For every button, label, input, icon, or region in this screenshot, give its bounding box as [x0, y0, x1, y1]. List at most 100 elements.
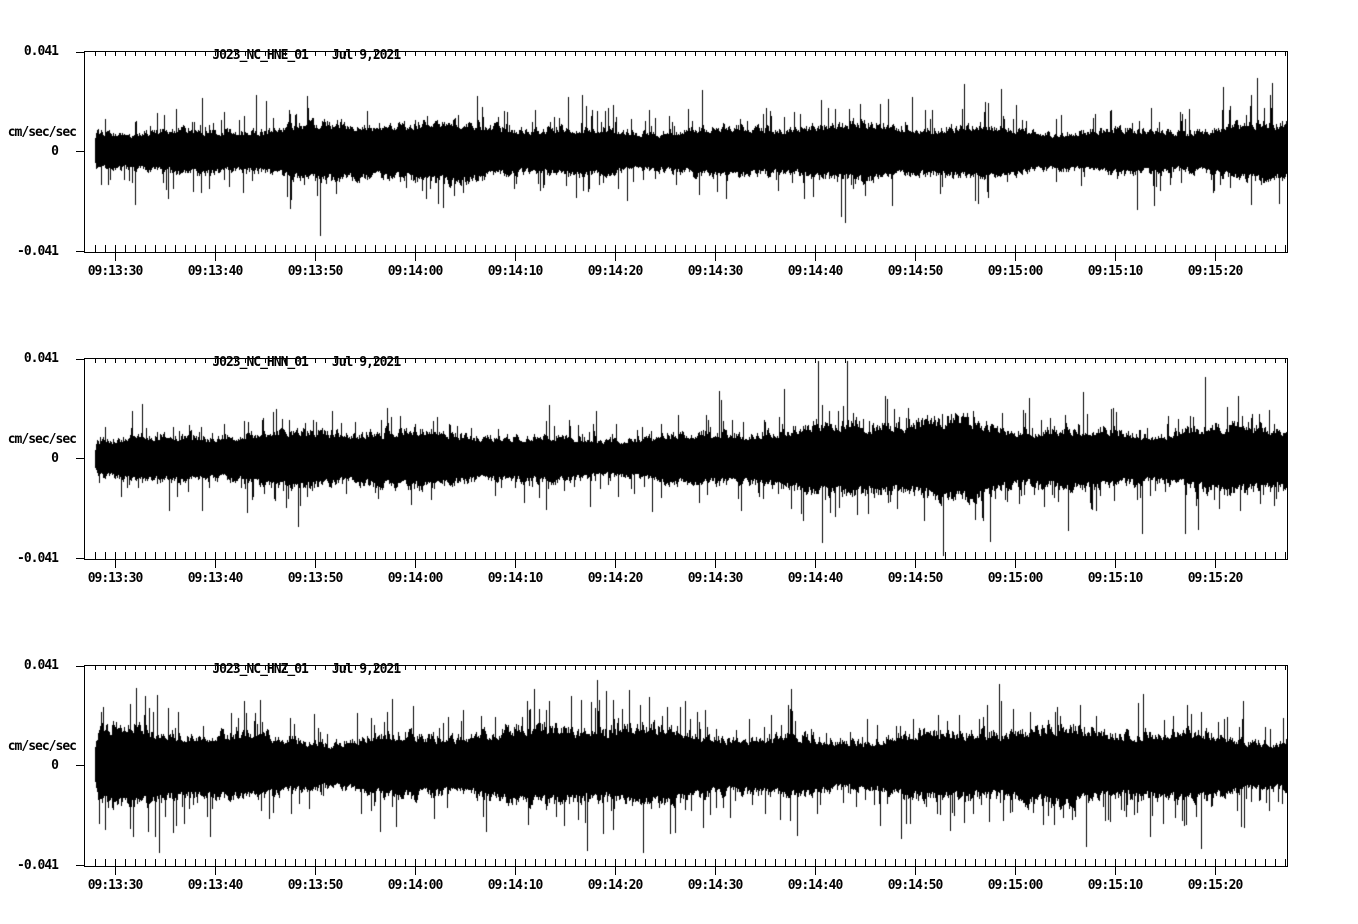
minor-tick-bottom	[925, 245, 926, 252]
minor-tick-top	[385, 359, 386, 363]
major-tick	[615, 866, 616, 875]
minor-tick-top	[895, 666, 896, 670]
minor-tick-bottom	[205, 552, 206, 559]
minor-tick-top	[235, 52, 236, 56]
minor-tick-bottom	[795, 552, 796, 559]
minor-tick-top	[575, 359, 576, 363]
minor-tick-bottom	[715, 245, 716, 252]
minor-tick-bottom	[885, 245, 886, 252]
minor-tick-top	[815, 52, 816, 56]
minor-tick-bottom	[775, 245, 776, 252]
minor-tick-bottom	[565, 859, 566, 866]
minor-tick-top	[715, 52, 716, 56]
x-tick-label: 09:15:10	[1087, 878, 1144, 893]
major-tick	[215, 252, 216, 261]
minor-tick-bottom	[915, 552, 916, 559]
minor-tick-top	[1125, 359, 1126, 363]
minor-tick-bottom	[95, 245, 96, 252]
x-tick-label: 09:13:50	[287, 264, 344, 279]
x-tick-label: 09:14:10	[487, 571, 544, 586]
minor-tick-bottom	[315, 859, 316, 866]
minor-tick-bottom	[585, 245, 586, 252]
minor-tick-top	[385, 52, 386, 56]
major-tick	[215, 559, 216, 568]
minor-tick-bottom	[155, 245, 156, 252]
minor-tick-bottom	[1175, 552, 1176, 559]
minor-tick-bottom	[585, 859, 586, 866]
minor-tick-top	[155, 52, 156, 56]
minor-tick-bottom	[785, 245, 786, 252]
minor-tick-top	[185, 666, 186, 670]
minor-tick-bottom	[175, 859, 176, 866]
minor-tick-top	[835, 666, 836, 670]
waveform-trace-hnn	[85, 359, 1287, 559]
major-tick	[515, 252, 516, 261]
minor-tick-top	[725, 52, 726, 56]
minor-tick-top	[1225, 359, 1226, 363]
minor-tick-top	[265, 52, 266, 56]
minor-tick-top	[115, 52, 116, 56]
minor-tick-top	[1095, 52, 1096, 56]
minor-tick-top	[1015, 52, 1016, 56]
minor-tick-top	[625, 52, 626, 56]
minor-tick-bottom	[1205, 859, 1206, 866]
minor-tick-top	[1245, 52, 1246, 56]
minor-tick-bottom	[665, 552, 666, 559]
minor-tick-bottom	[125, 552, 126, 559]
minor-tick-top	[755, 52, 756, 56]
minor-tick-top	[1185, 52, 1186, 56]
minor-tick-bottom	[785, 859, 786, 866]
minor-tick-top	[1035, 52, 1036, 56]
minor-tick-top	[165, 359, 166, 363]
minor-tick-bottom	[595, 859, 596, 866]
minor-tick-bottom	[145, 245, 146, 252]
minor-tick-top	[685, 52, 686, 56]
minor-tick-bottom	[1235, 859, 1236, 866]
y-tick	[76, 151, 84, 152]
minor-tick-top	[615, 359, 616, 363]
minor-tick-top	[215, 52, 216, 56]
minor-tick-top	[1075, 52, 1076, 56]
minor-tick-bottom	[825, 859, 826, 866]
minor-tick-bottom	[485, 859, 486, 866]
minor-tick-top	[1275, 52, 1276, 56]
minor-tick-top	[975, 359, 976, 363]
minor-tick-top	[715, 666, 716, 670]
minor-tick-top	[355, 52, 356, 56]
minor-tick-bottom	[895, 552, 896, 559]
minor-tick-top	[745, 666, 746, 670]
major-tick	[315, 252, 316, 261]
minor-tick-top	[1085, 359, 1086, 363]
minor-tick-bottom	[345, 859, 346, 866]
major-tick	[915, 866, 916, 875]
minor-tick-top	[245, 52, 246, 56]
minor-tick-top	[825, 359, 826, 363]
major-tick	[1115, 252, 1116, 261]
minor-tick-bottom	[815, 245, 816, 252]
minor-tick-top	[825, 666, 826, 670]
minor-tick-bottom	[1005, 245, 1006, 252]
minor-tick-bottom	[155, 859, 156, 866]
major-tick	[815, 252, 816, 261]
minor-tick-top	[105, 666, 106, 670]
minor-tick-top	[1235, 52, 1236, 56]
minor-tick-top	[665, 52, 666, 56]
minor-tick-bottom	[995, 859, 996, 866]
minor-tick-top	[605, 359, 606, 363]
minor-tick-bottom	[955, 552, 956, 559]
minor-tick-top	[165, 666, 166, 670]
minor-tick-bottom	[1055, 859, 1056, 866]
minor-tick-bottom	[355, 552, 356, 559]
minor-tick-bottom	[1035, 859, 1036, 866]
minor-tick-top	[1095, 359, 1096, 363]
minor-tick-bottom	[185, 859, 186, 866]
minor-tick-bottom	[1265, 859, 1266, 866]
minor-tick-bottom	[925, 859, 926, 866]
minor-tick-bottom	[95, 552, 96, 559]
x-tick-label: 09:15:00	[987, 878, 1044, 893]
minor-tick-bottom	[1185, 552, 1186, 559]
minor-tick-top	[1285, 52, 1286, 56]
minor-tick-top	[1265, 52, 1266, 56]
minor-tick-top	[645, 52, 646, 56]
minor-tick-bottom	[285, 859, 286, 866]
